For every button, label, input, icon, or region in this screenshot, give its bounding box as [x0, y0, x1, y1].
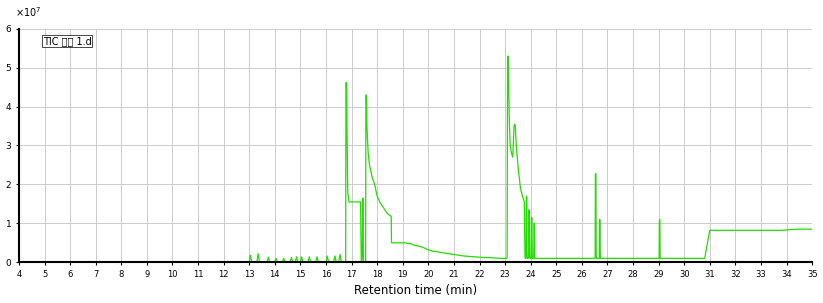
Text: $\times$10$^7$: $\times$10$^7$ [15, 5, 41, 19]
Text: TIC 相对 1.d: TIC 相对 1.d [43, 36, 91, 46]
X-axis label: Retention time (min): Retention time (min) [354, 285, 477, 298]
